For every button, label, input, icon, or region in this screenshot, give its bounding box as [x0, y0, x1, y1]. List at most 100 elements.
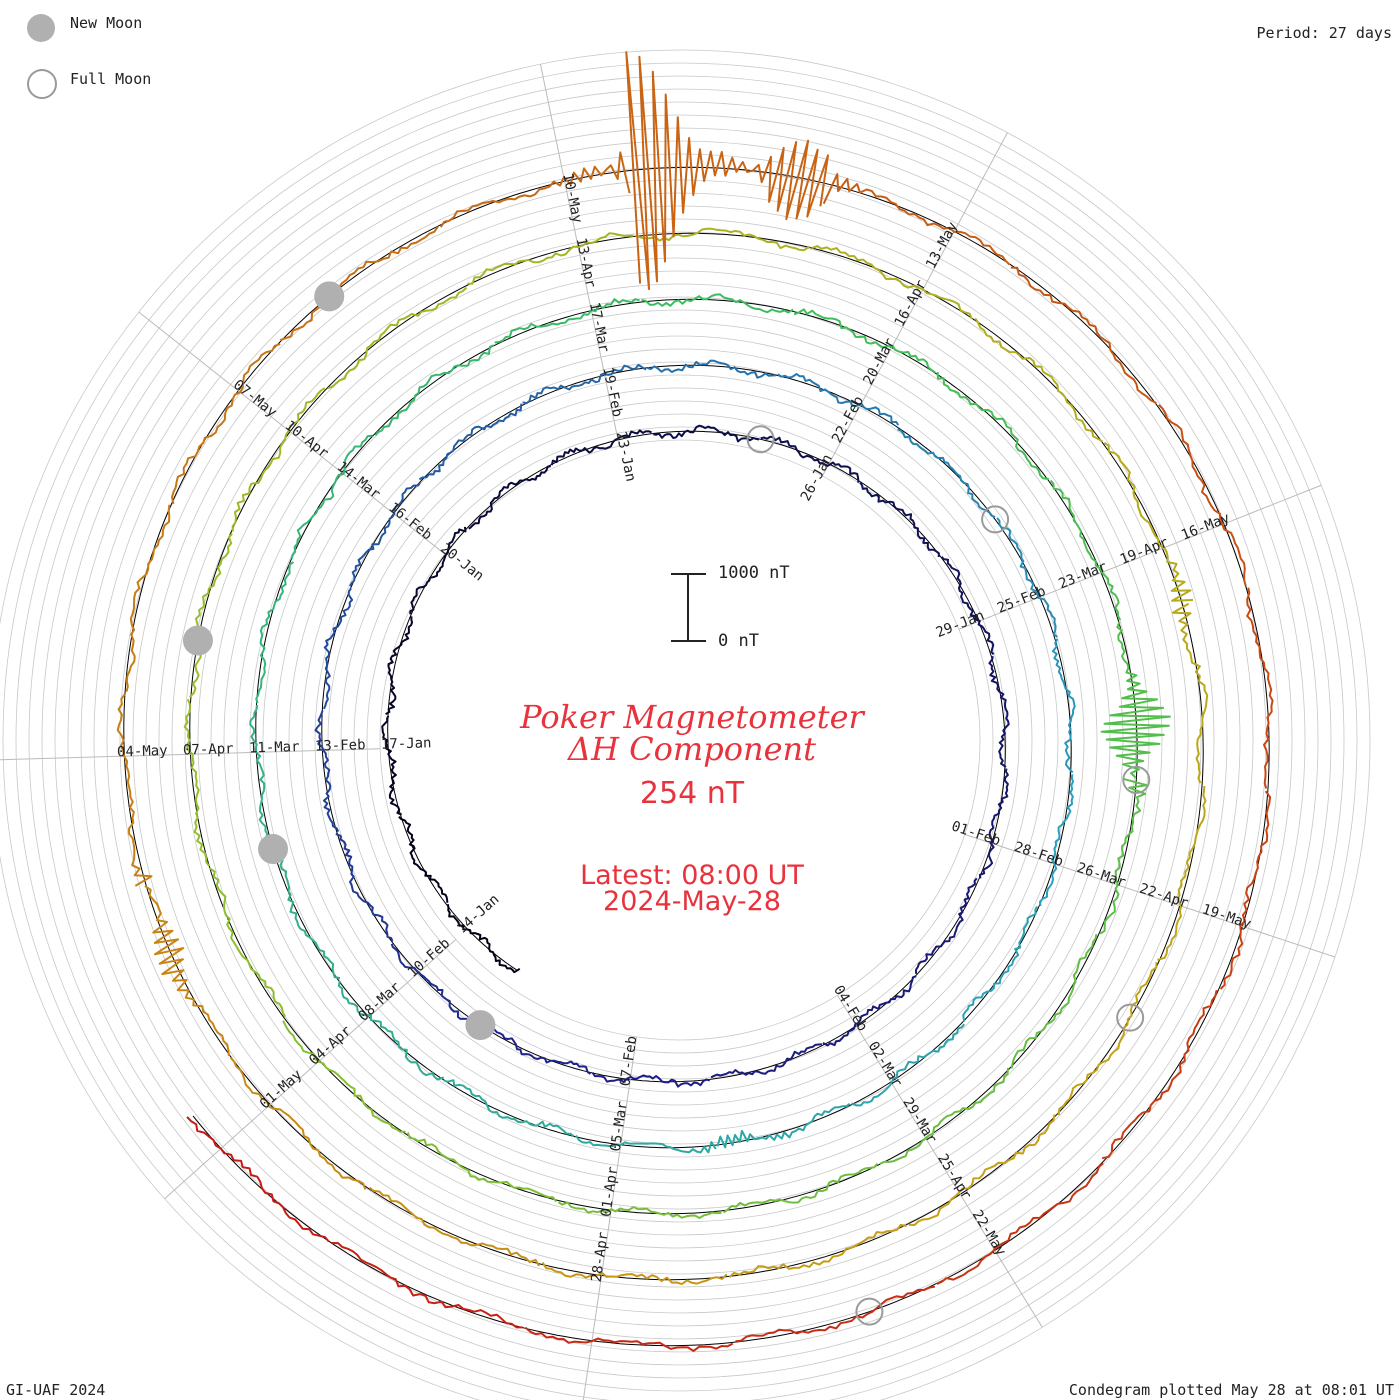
- grid-ring: [197, 257, 1163, 1223]
- day-spokes: [0, 64, 1336, 1400]
- date-label: 01-May: [257, 1067, 305, 1113]
- trace-segment: [322, 587, 354, 710]
- magnetometer-trace: [116, 51, 1274, 1352]
- trace-segment: [381, 715, 403, 816]
- period-label: Period: 27 days: [1256, 24, 1392, 42]
- trace-segment: [822, 173, 1011, 266]
- trace-segment: [439, 151, 631, 228]
- trace-segment: [1099, 777, 1148, 935]
- trace-segment: [541, 1261, 728, 1286]
- day-spoke: [964, 833, 1336, 958]
- trace-segment: [418, 403, 523, 481]
- trace-segment: [186, 1116, 330, 1243]
- date-label: 10-Apr: [282, 418, 332, 462]
- trace-segment: [1101, 989, 1218, 1160]
- trace-segment: [1039, 774, 1074, 907]
- trace-segment: [974, 317, 1103, 443]
- full-moon-marker: [746, 425, 775, 454]
- trace-segment: [467, 232, 634, 285]
- trace-segment: [1103, 442, 1194, 602]
- trace-segment: [1100, 621, 1171, 779]
- trace-segment: [398, 816, 449, 903]
- trace-segment: [327, 286, 468, 390]
- trace-segment: [653, 424, 760, 443]
- trace-segment: [374, 344, 495, 436]
- trace-segment: [494, 298, 640, 344]
- trace-segment: [710, 1043, 822, 1079]
- day-spoke: [582, 1036, 638, 1400]
- date-label: 11-Mar: [249, 739, 300, 756]
- grid-ring: [54, 114, 1306, 1366]
- grid-ring: [2, 62, 1358, 1400]
- baseline-spiral: [123, 166, 1270, 1347]
- new-moon-legend-icon: [27, 14, 55, 42]
- date-label: 13-May: [923, 219, 961, 271]
- trace-segment: [723, 1162, 879, 1214]
- trace-segment: [385, 616, 413, 716]
- trace-segment: [978, 768, 1009, 879]
- full-moon-marker: [855, 1297, 884, 1326]
- grid-ring: [145, 205, 1215, 1275]
- grid-ring: [366, 426, 994, 1054]
- trace-segment: [290, 434, 373, 560]
- grid-ring: [15, 75, 1345, 1400]
- trace-segment: [406, 1132, 558, 1203]
- trace-segment: [274, 850, 341, 980]
- current-value: 254 nT: [639, 776, 745, 811]
- grid-ring: [171, 231, 1189, 1249]
- trace-segment: [1010, 266, 1157, 405]
- trace-segment: [249, 704, 273, 850]
- date-label: 16-Apr: [892, 277, 930, 329]
- trace-segment: [331, 1242, 523, 1329]
- trace-segment: [116, 693, 153, 887]
- grid-ring: [158, 218, 1202, 1262]
- trace-segment: [793, 308, 936, 374]
- scale-bar: [671, 573, 706, 642]
- date-label: 29-Mar: [899, 1095, 939, 1146]
- date-label: 20-Jan: [437, 541, 487, 585]
- new-moon-marker: [258, 834, 289, 865]
- date-label: 01-Feb: [949, 818, 1002, 849]
- trace-segment: [183, 698, 211, 867]
- latest-time: Latest: 08:00 UT: [580, 860, 804, 891]
- trace-segment: [524, 1326, 734, 1352]
- grid-ring: [314, 374, 1046, 1106]
- trace-segment: [1157, 785, 1207, 961]
- date-label: 25-Apr: [934, 1151, 974, 1202]
- trace-segment: [446, 903, 521, 974]
- trace-segment: [255, 561, 295, 704]
- trace-segment: [390, 943, 482, 1026]
- date-label: 22-May: [969, 1207, 1009, 1258]
- date-label: 05-Mar: [608, 1100, 631, 1152]
- trace-segment: [908, 1114, 1056, 1226]
- trace-segment: [1171, 602, 1209, 784]
- new-moon-marker: [182, 625, 213, 656]
- trace-segment: [647, 359, 776, 379]
- date-label: 23-Jan: [613, 430, 639, 483]
- trace-segment: [940, 556, 995, 656]
- grid-ring: [132, 192, 1228, 1288]
- grid-ring: [379, 439, 981, 1041]
- date-label: 08-Mar: [355, 979, 403, 1025]
- trace-segment: [335, 832, 394, 942]
- chart-subtitle: ΔH Component: [567, 730, 817, 768]
- date-label: 07-May: [230, 377, 280, 421]
- trace-segment: [716, 1103, 851, 1149]
- grid-ring: [28, 88, 1332, 1392]
- legend-new-moon-label: New Moon: [70, 14, 143, 32]
- grid-ring: [0, 49, 1371, 1400]
- grid-ring: [67, 127, 1293, 1353]
- trace-segment: [851, 1023, 965, 1107]
- trace-segment: [1246, 587, 1274, 789]
- trace-segment: [231, 387, 326, 532]
- grid-ring: [262, 322, 1098, 1158]
- grid-ring: [210, 270, 1150, 1210]
- trace-segment: [468, 465, 551, 530]
- trace-segment: [188, 533, 233, 698]
- trace-segment: [1049, 479, 1122, 621]
- legend-full-moon-label: Full Moon: [70, 70, 152, 88]
- trace-segment: [1010, 934, 1098, 1069]
- full-moon-legend-icon: [27, 69, 57, 99]
- trace-segment: [728, 1223, 907, 1279]
